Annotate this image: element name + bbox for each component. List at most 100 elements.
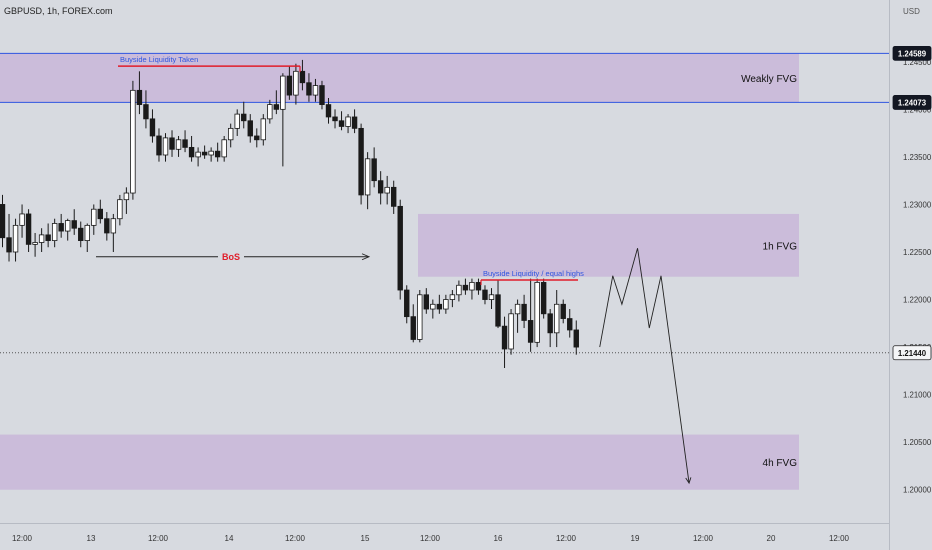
candles-layer	[0, 59, 579, 369]
candle	[410, 304, 416, 343]
candle	[58, 213, 64, 238]
candle-body-down	[371, 158, 377, 182]
x-tick-label: 12:00	[829, 534, 850, 543]
candle	[91, 204, 97, 235]
bos-label: BoS	[222, 252, 240, 262]
price-badge[interactable]	[892, 95, 932, 110]
candle	[45, 223, 51, 248]
y-tick-label: 1.23000	[903, 200, 932, 209]
candle-body-up	[32, 242, 38, 245]
candle-body-up	[456, 284, 462, 296]
candle	[456, 280, 462, 302]
zone-1[interactable]	[418, 213, 799, 277]
candle	[51, 218, 58, 248]
candle-body-down	[58, 223, 64, 232]
candle	[130, 80, 136, 200]
candle-body-up	[488, 294, 495, 300]
candle	[488, 288, 495, 310]
y-tick-label: 1.20000	[903, 486, 932, 495]
candle-body-up	[208, 150, 214, 156]
candle-body-down	[338, 120, 345, 127]
candle-body-up	[221, 139, 227, 158]
candle	[345, 114, 351, 134]
zone-label-0: Weakly FVG	[741, 74, 797, 85]
candle	[358, 123, 364, 205]
x-tick-label: 14	[225, 534, 234, 543]
candle	[514, 299, 521, 333]
candle-body-down	[299, 70, 306, 84]
candle-body-down	[404, 289, 410, 318]
candle	[182, 130, 188, 153]
candle	[443, 294, 449, 314]
candle	[195, 147, 201, 167]
zone-2[interactable]	[0, 434, 799, 490]
candle-body-up	[227, 127, 234, 141]
candle	[462, 278, 469, 295]
candle-body-up	[364, 158, 371, 196]
candle-body-down	[547, 313, 553, 334]
candle-body-up	[345, 116, 351, 127]
projection-path[interactable]	[599, 248, 690, 484]
candle	[117, 194, 123, 226]
candle-body-up	[234, 113, 240, 129]
candle	[338, 111, 345, 131]
y-tick-label: 1.21000	[903, 391, 932, 400]
candle-body-up	[162, 137, 169, 156]
candle-body-down	[143, 104, 149, 120]
candle	[175, 135, 182, 157]
x-tick-label: 12:00	[556, 534, 577, 543]
candle	[84, 223, 90, 252]
candle	[214, 142, 221, 162]
y-tick-label: 1.22500	[903, 248, 932, 257]
candle	[104, 212, 110, 241]
candle	[156, 128, 162, 162]
price-badge[interactable]	[892, 345, 932, 361]
candle-body-down	[254, 135, 260, 141]
candle	[482, 285, 488, 305]
candle	[364, 152, 371, 210]
candle	[0, 194, 6, 248]
time-axis[interactable]: 12:00 13 12:00 14 12:00 15 12:00 16 12:00 19 12:00…	[12, 534, 850, 543]
symbol-title: GBPUSD, 1h, FOREX.com	[4, 6, 113, 16]
y-tick-label: 1.24500	[903, 58, 932, 67]
candle	[260, 114, 266, 146]
candle	[32, 232, 38, 257]
x-tick-label: 15	[361, 534, 370, 543]
candle-body-up	[91, 208, 97, 226]
candle	[65, 218, 71, 241]
candle	[299, 59, 306, 91]
candle	[110, 213, 117, 252]
price-badge[interactable]	[892, 45, 932, 61]
x-tick-label: 12:00	[285, 534, 306, 543]
candle-body-down	[482, 289, 488, 300]
candle-body-down	[319, 85, 325, 105]
candle-body-up	[514, 303, 521, 315]
candle	[390, 180, 397, 214]
candle	[306, 73, 312, 102]
candle	[234, 109, 240, 136]
candle	[521, 294, 527, 329]
candle-body-down	[527, 320, 534, 343]
candle-body-up	[384, 186, 390, 194]
candle-body-up	[267, 104, 273, 120]
candle	[247, 114, 253, 143]
candle-body-down	[149, 118, 156, 137]
candle-body-down	[71, 220, 77, 229]
candle	[325, 97, 332, 124]
candle-body-down	[567, 318, 573, 331]
price-axis[interactable]: 1.24500 1.24000 1.23500 1.23000 1.22500 1.220…	[892, 45, 932, 495]
candle	[371, 147, 377, 188]
candle-body-down	[241, 113, 247, 122]
y-tick-label: 1.23500	[903, 153, 932, 162]
candle	[547, 309, 553, 348]
candle-body-down	[0, 204, 6, 239]
candle-body-down	[97, 208, 103, 220]
candle-body-up	[417, 294, 423, 340]
candle	[188, 135, 195, 162]
candle-body-up	[312, 85, 319, 96]
candle	[241, 101, 247, 129]
candle-body-down	[573, 329, 579, 348]
annotations-layer: Buyside Liquidity Taken BoS Buyside Liquid…	[96, 55, 584, 286]
candle	[273, 90, 280, 115]
